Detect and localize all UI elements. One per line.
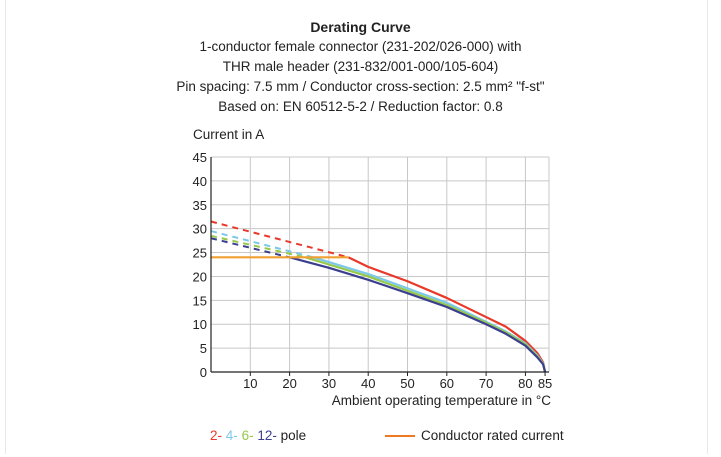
x-tick-label: 70 <box>479 376 493 391</box>
subtitle-line: THR male header (231-832/001-000/105-604… <box>222 59 499 74</box>
grid <box>211 156 550 372</box>
legend-pole-6: 6- <box>241 428 254 443</box>
legend-rated-swatch <box>385 435 415 438</box>
y-tick-label: 0 <box>200 365 207 380</box>
legend-pole-2: 2- <box>210 428 223 443</box>
subtitle-line: Based on: EN 60512-5-2 / Reduction facto… <box>218 99 503 114</box>
y-tick-label: 5 <box>200 341 207 356</box>
title-block: Derating Curve 1-conductor female connec… <box>0 18 721 117</box>
legend-pole-suffix: pole <box>280 428 307 443</box>
x-axis-label: Ambient operating temperature in °C <box>332 393 552 408</box>
series-12-pole-dashed <box>210 237 290 259</box>
chart-title: Derating Curve <box>310 19 411 35</box>
x-tick-label: 20 <box>282 376 296 391</box>
y-tick-label: 35 <box>193 198 207 213</box>
x-tick-label: 60 <box>440 376 454 391</box>
y-tick-label: 15 <box>193 293 207 308</box>
subtitle-line: Pin spacing: 7.5 mm / Conductor cross-se… <box>176 79 545 94</box>
legend-pole-4: 4- <box>225 428 238 443</box>
legend-pole-12: 12- <box>257 428 277 443</box>
x-tick-label: 10 <box>243 376 257 391</box>
y-tick-label: 25 <box>193 246 207 261</box>
legend-poles: 2- 4- 6- 12- pole <box>210 428 306 443</box>
x-tick-label: 30 <box>322 376 336 391</box>
subtitle-line: 1-conductor female connector (231-202/02… <box>199 39 522 54</box>
y-tick-label: 30 <box>193 222 207 237</box>
y-tick-label: 10 <box>193 317 207 332</box>
x-tick-label: 80 <box>518 376 532 391</box>
legend-rated-current: Conductor rated current <box>385 428 564 443</box>
series-group <box>210 220 547 373</box>
legend-rated-label: Conductor rated current <box>421 428 564 443</box>
series-6-pole <box>305 256 547 373</box>
x-tick-label: 50 <box>400 376 414 391</box>
y-axis-label: Current in A <box>193 127 264 142</box>
y-tick-label: 40 <box>193 174 207 189</box>
y-tick-label: 45 <box>193 150 207 165</box>
chart-frame <box>5 0 708 454</box>
series-6-pole-dashed <box>210 234 306 259</box>
series-12-pole <box>289 256 547 373</box>
series-2-pole-dashed <box>210 220 349 259</box>
x-tick-label: 85 <box>538 376 552 391</box>
axes: 0 5 10 15 20 25 30 35 40 45 10 20 30 40 50 60 70 80 85 <box>193 150 553 391</box>
y-tick-label: 20 <box>193 269 207 284</box>
x-tick-label: 40 <box>361 376 375 391</box>
